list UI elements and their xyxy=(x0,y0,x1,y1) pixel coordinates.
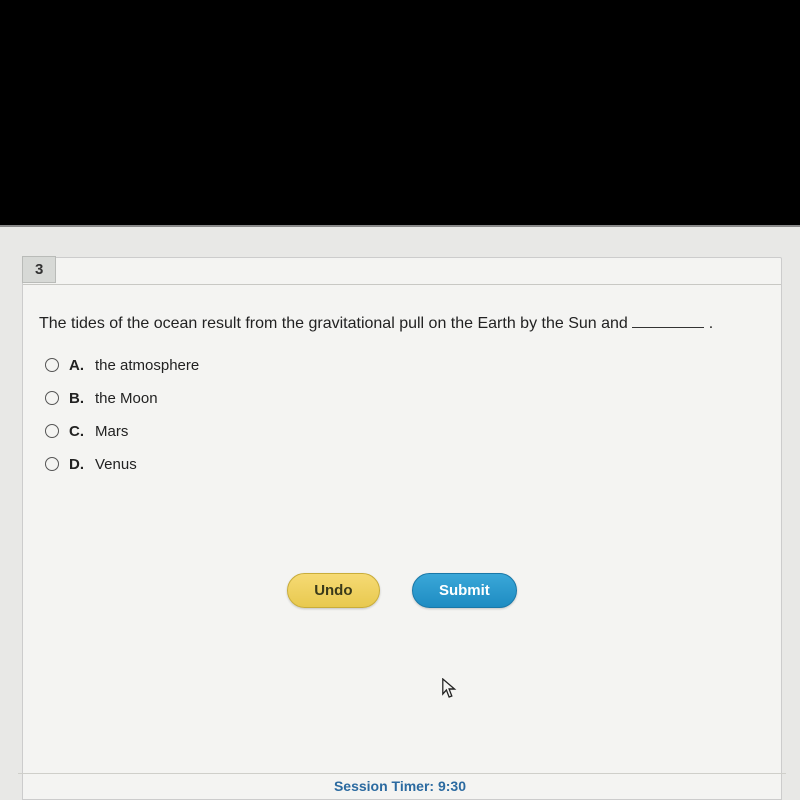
divider xyxy=(23,284,781,285)
timer-value: 9:30 xyxy=(438,778,466,794)
undo-button[interactable]: Undo xyxy=(287,573,379,608)
radio-icon[interactable] xyxy=(45,358,59,372)
option-d[interactable]: D. Venus xyxy=(39,456,765,473)
option-letter: D. xyxy=(69,456,95,473)
question-stem: The tides of the ocean result from the g… xyxy=(39,312,765,335)
question-panel: 3 The tides of the ocean result from the… xyxy=(22,257,782,800)
option-text: Mars xyxy=(95,423,128,440)
stem-pre: The tides of the ocean result from the g… xyxy=(39,315,632,332)
radio-icon[interactable] xyxy=(45,391,59,405)
screen-area: 3 The tides of the ocean result from the… xyxy=(0,225,800,800)
button-row: Undo Submit xyxy=(23,573,781,608)
option-c[interactable]: C. Mars xyxy=(39,423,765,440)
option-a[interactable]: A. the atmosphere xyxy=(39,357,765,374)
option-letter: A. xyxy=(69,357,95,374)
option-letter: B. xyxy=(69,390,95,407)
option-text: the atmosphere xyxy=(95,357,199,374)
options-list: A. the atmosphere B. the Moon C. Mars D.… xyxy=(39,357,765,473)
question-number-tab: 3 xyxy=(22,256,56,283)
cursor-icon xyxy=(442,678,458,706)
submit-button[interactable]: Submit xyxy=(412,573,517,608)
radio-icon[interactable] xyxy=(45,457,59,471)
question-number: 3 xyxy=(35,261,43,278)
session-timer: Session Timer: 9:30 xyxy=(334,778,466,796)
radio-icon[interactable] xyxy=(45,424,59,438)
question-body: The tides of the ocean result from the g… xyxy=(39,312,765,489)
footer-divider xyxy=(18,773,786,774)
timer-label: Session Timer: xyxy=(334,778,434,794)
stem-post: . xyxy=(704,315,713,332)
blank xyxy=(632,312,704,328)
submit-label: Submit xyxy=(439,582,490,599)
option-text: Venus xyxy=(95,456,137,473)
undo-label: Undo xyxy=(314,582,352,599)
option-letter: C. xyxy=(69,423,95,440)
option-b[interactable]: B. the Moon xyxy=(39,390,765,407)
footer-bar: Session Timer: 9:30 xyxy=(0,778,800,796)
option-text: the Moon xyxy=(95,390,158,407)
